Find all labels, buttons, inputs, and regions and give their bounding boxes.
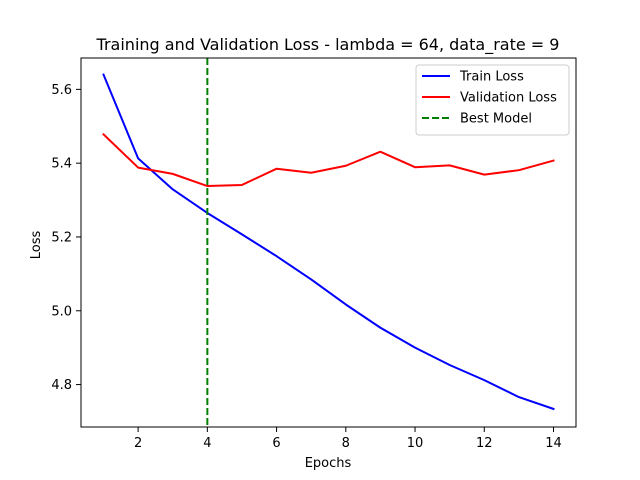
x-tick-label: 14 <box>545 436 562 451</box>
x-tick-label: 6 <box>272 436 280 451</box>
y-tick-label: 4.8 <box>51 378 72 393</box>
series-line-validation-loss <box>102 132 555 188</box>
legend-label-best-model: Best Model <box>460 112 532 127</box>
y-tick-label: 5.4 <box>51 157 72 172</box>
y-tick-label: 5.6 <box>51 83 72 98</box>
x-tick-label: 8 <box>342 436 350 451</box>
x-tick-label: 2 <box>134 436 142 451</box>
axes: 2 4 6 8 10 12 14 4.8 5.0 5.2 5.4 5.6 <box>51 57 577 451</box>
legend-label-train-loss: Train Loss <box>459 70 524 85</box>
x-tick-label: 12 <box>476 436 493 451</box>
legend: Train Loss Validation Loss Best Model <box>415 64 570 136</box>
y-tick-label: 5.0 <box>51 304 72 319</box>
legend-label-validation-loss: Validation Loss <box>460 91 557 106</box>
chart-title: Training and Validation Loss - lambda = … <box>96 35 560 55</box>
legend-box <box>415 64 570 136</box>
series-line-train-loss <box>102 73 555 411</box>
series-lines <box>102 58 555 427</box>
x-axis-label: Epochs <box>305 456 352 471</box>
axes-frame <box>80 57 577 428</box>
y-axis-label: Loss <box>29 231 44 260</box>
x-tick-label: 10 <box>407 436 424 451</box>
x-tick-label: 4 <box>203 436 211 451</box>
y-tick-label: 5.2 <box>51 230 72 245</box>
